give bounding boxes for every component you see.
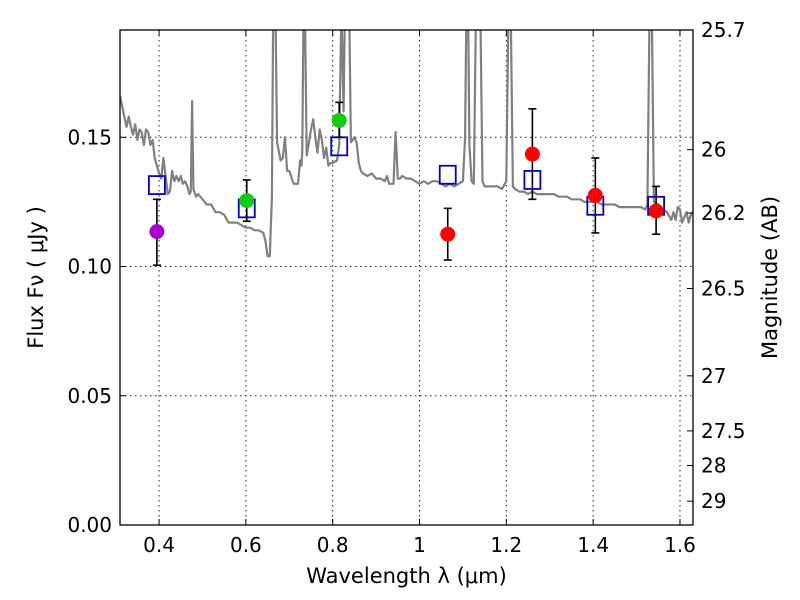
- model-spectrum-series: [120, 30, 693, 258]
- observed-flux-point: [149, 224, 165, 240]
- y-right-tick-label: 29: [701, 489, 726, 513]
- y-tick-label: 0.15: [67, 125, 112, 149]
- y-right-tick-label: 28: [701, 454, 726, 478]
- model-spectrum-line: [120, 30, 693, 258]
- plot-frame: [119, 29, 694, 526]
- y-right-tick-label: 27.5: [701, 419, 746, 443]
- x-tick-label: 1.4: [577, 533, 609, 557]
- y-right-tick-label: 26.5: [701, 276, 746, 300]
- model-band-square: [438, 164, 457, 185]
- observed-flux-point: [239, 193, 255, 209]
- x-tick-label: 0.8: [317, 533, 349, 557]
- y-right-tick-label: 25.7: [701, 18, 746, 42]
- y-tick-label: 0.10: [67, 255, 112, 279]
- y-right-tick-label: 26.2: [701, 201, 746, 225]
- y-tick-label: 0.00: [67, 513, 112, 537]
- plot-area: [120, 30, 693, 267]
- observed-flux-point: [587, 187, 603, 203]
- axis-ticks: 0.4 0.6 0.8 1 1.2 1.4 1.6 0.00 0.05 0.10 0.15 25.7 2…: [67, 18, 745, 557]
- x-axis-title: Wavelength λ (μm): [306, 564, 507, 588]
- observed-flux-point: [331, 112, 347, 128]
- x-tick-label: 0.6: [230, 533, 262, 557]
- x-tick-label: 1: [413, 533, 426, 557]
- observed-flux-point: [524, 146, 540, 162]
- observed-flux-point: [440, 226, 456, 242]
- marker-series: [147, 101, 666, 267]
- y-right-tick-label: 27: [701, 364, 726, 388]
- x-tick-label: 1.6: [664, 533, 696, 557]
- x-tick-label: 0.4: [143, 533, 175, 557]
- y-tick-label: 0.05: [67, 384, 112, 408]
- observed-flux-point: [648, 203, 664, 219]
- y-right-tick-label: 26: [701, 138, 726, 162]
- x-tick-label: 1.2: [490, 533, 522, 557]
- model-band-square: [147, 175, 166, 195]
- y-axis-title: Flux Fν ( μJy ): [24, 206, 48, 349]
- y-right-axis-title: Magnitude (AB): [758, 196, 782, 359]
